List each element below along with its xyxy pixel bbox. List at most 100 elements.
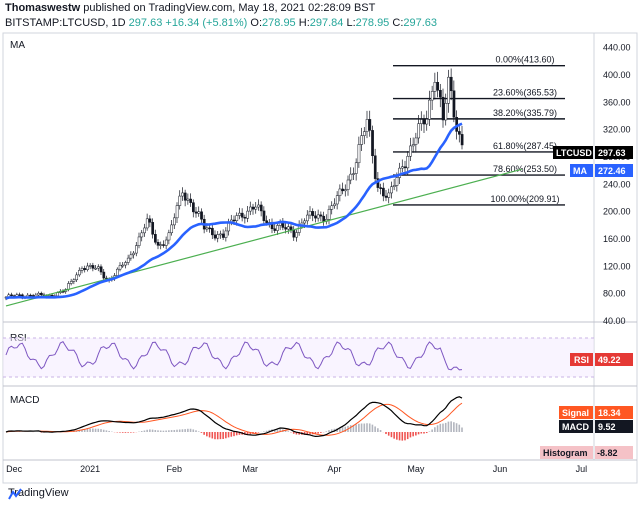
candle-body <box>167 232 171 241</box>
candle-body <box>235 215 239 221</box>
candle-body <box>444 103 448 121</box>
candle-body <box>452 90 456 118</box>
candle-body <box>148 218 152 223</box>
symbol-tag-text: LTCUSD <box>556 148 592 158</box>
time-axis[interactable]: Dec 2021 Feb Mar Apr May Jun Jul <box>6 464 587 474</box>
symbol-info: BITSTAMP:LTCUSD, 1D 297.63 +16.34 (+5.81… <box>5 17 437 29</box>
candle-body <box>447 76 450 104</box>
candle-body <box>200 211 203 220</box>
candle-body <box>344 189 347 192</box>
candle-body <box>306 214 309 222</box>
candle-body <box>156 242 160 246</box>
candle-body <box>406 155 410 169</box>
candle-body <box>91 265 95 269</box>
candle-body <box>401 166 404 169</box>
candle-body <box>422 119 426 125</box>
candle-body <box>183 192 187 201</box>
candle-body <box>151 222 155 235</box>
histogram-tag-value-box <box>595 446 633 459</box>
ma-tag-label: MA <box>573 166 587 176</box>
candle-body <box>346 179 350 190</box>
candle-body <box>354 162 358 174</box>
macd-tag-value: 9.52 <box>598 422 616 432</box>
open-label: O: <box>250 17 263 29</box>
candle-body <box>126 257 130 263</box>
candle-body <box>295 232 298 238</box>
time-tick-label: 2021 <box>80 464 100 474</box>
candle-body <box>311 211 315 217</box>
candle-body <box>382 187 385 197</box>
publish-text: published on TradingView.com, May 18, 20… <box>83 2 376 14</box>
candle-body <box>379 187 383 189</box>
price-tick-label: 160.00 <box>603 234 631 244</box>
footer: TradingView <box>8 487 69 500</box>
ma-tag-box <box>570 164 593 177</box>
candle-body <box>173 217 176 226</box>
fibonacci-retracement[interactable]: 0.00%(413.60) 23.60%(365.53) 38.20%(335.79… <box>393 55 565 206</box>
price-tick-label: 360.00 <box>603 97 631 107</box>
candle-body <box>243 216 247 219</box>
close-value: 297.63 <box>403 17 438 29</box>
fib-level-label: 0.00%(413.60) <box>495 55 554 65</box>
candle-body <box>129 254 133 259</box>
candle-body <box>460 134 464 146</box>
histogram-tag-box <box>540 446 593 459</box>
time-tick-label: Feb <box>167 464 183 474</box>
candle-body <box>341 188 345 192</box>
candle-body <box>330 205 334 210</box>
author-name: Thomaswestw <box>5 2 81 14</box>
time-tick-label: Mar <box>243 464 259 474</box>
candle-body <box>254 206 258 210</box>
price-tick-label: 400.00 <box>603 70 631 80</box>
histogram-tag-label: Histogram <box>543 448 588 458</box>
candle-body <box>216 234 220 239</box>
candle-body <box>140 232 144 238</box>
fib-level-label: 78.60%(253.50) <box>493 164 557 174</box>
candle-body <box>170 224 174 234</box>
candle-body <box>145 218 149 229</box>
candle-body <box>257 204 260 208</box>
candle-body <box>137 236 141 246</box>
candle-body <box>251 206 255 210</box>
last-price: 297.63 <box>128 17 163 29</box>
price-axis[interactable]: 40.0080.00120.00160.00200.00240.00280.00… <box>603 43 631 326</box>
price-pane-label: MA <box>10 40 25 51</box>
candle-body <box>384 195 388 198</box>
candle-body <box>387 192 391 198</box>
publish-info: Thomaswestw published on TradingView.com… <box>5 2 375 14</box>
candle-body <box>249 206 252 212</box>
close-label: C: <box>392 17 404 29</box>
candle-body <box>221 233 225 238</box>
candle-body <box>72 279 76 282</box>
signal-tag-value: 18.34 <box>598 408 621 418</box>
rsi-tag-box <box>570 353 593 366</box>
candle-body <box>238 212 241 216</box>
candle-body <box>265 220 269 223</box>
candle-body <box>360 135 364 145</box>
candles <box>4 68 464 301</box>
candle-body <box>403 166 407 169</box>
candle-body <box>365 119 369 132</box>
trend-line[interactable] <box>5 168 522 307</box>
signal-line <box>5 402 463 436</box>
price-tick-label: 120.00 <box>603 261 631 271</box>
high-value: 297.84 <box>309 17 344 29</box>
candle-body <box>314 215 317 219</box>
candle-body <box>211 227 214 236</box>
candle-body <box>67 283 70 290</box>
price-tick-label: 40.00 <box>603 316 626 326</box>
candle-body <box>240 212 244 218</box>
candle-body <box>56 292 60 297</box>
candle-body <box>40 292 43 296</box>
histogram-tag-value: -8.82 <box>597 448 618 458</box>
candle-body <box>411 144 415 147</box>
candle-body <box>86 265 89 270</box>
candle-body <box>281 222 285 228</box>
time-tick-label: May <box>407 464 425 474</box>
candle-body <box>181 192 184 197</box>
candle-body <box>197 211 201 214</box>
time-tick-label: Jun <box>493 464 508 474</box>
macd-tag-label: MACD <box>562 422 589 432</box>
fib-level-label: 61.80%(287.45) <box>493 141 557 151</box>
